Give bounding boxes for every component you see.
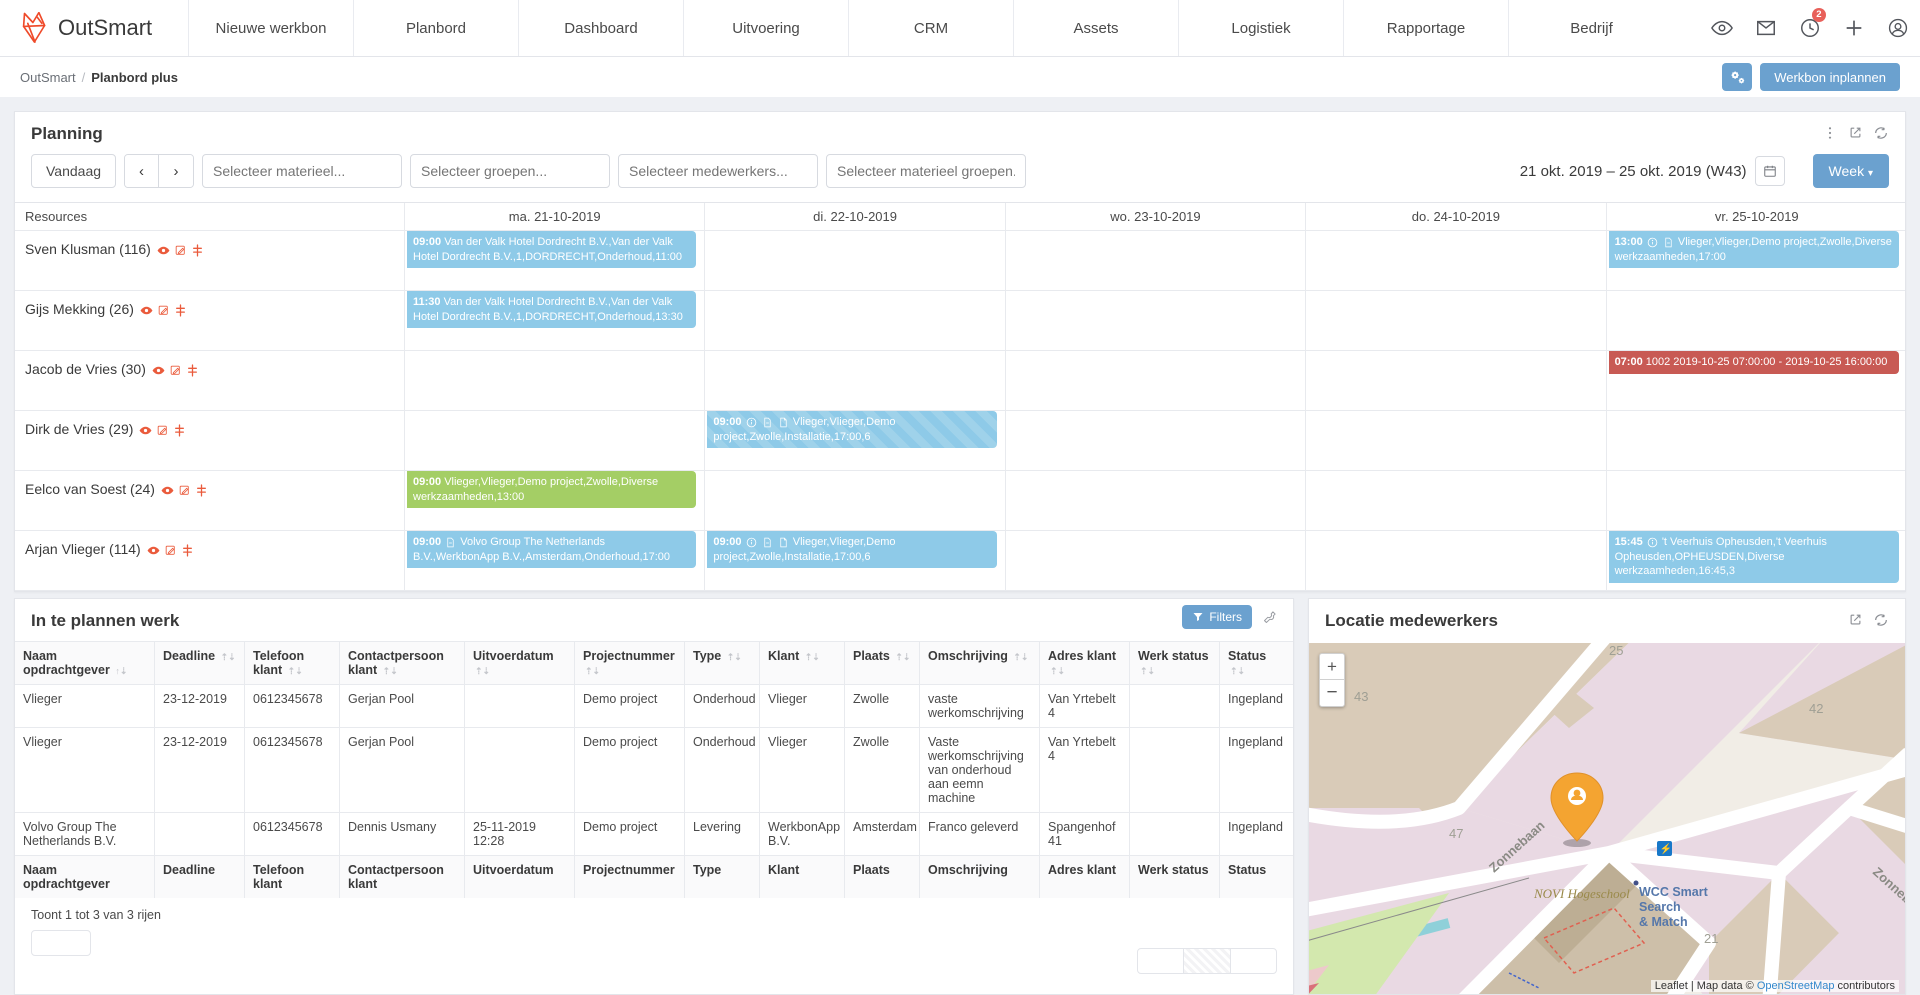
svg-text:43: 43 [1354, 689, 1368, 704]
svg-text:21: 21 [1704, 931, 1718, 946]
svg-text:& Match: & Match [1639, 915, 1688, 929]
svg-text:Search: Search [1639, 900, 1681, 914]
svg-text:25: 25 [1609, 643, 1623, 658]
svg-text:WCC Smart: WCC Smart [1639, 885, 1709, 899]
svg-text:42: 42 [1809, 701, 1823, 716]
svg-text:47: 47 [1449, 826, 1463, 841]
svg-text:NOVI Hogeschool: NOVI Hogeschool [1533, 886, 1630, 901]
svg-text:⚡: ⚡ [1660, 842, 1672, 855]
